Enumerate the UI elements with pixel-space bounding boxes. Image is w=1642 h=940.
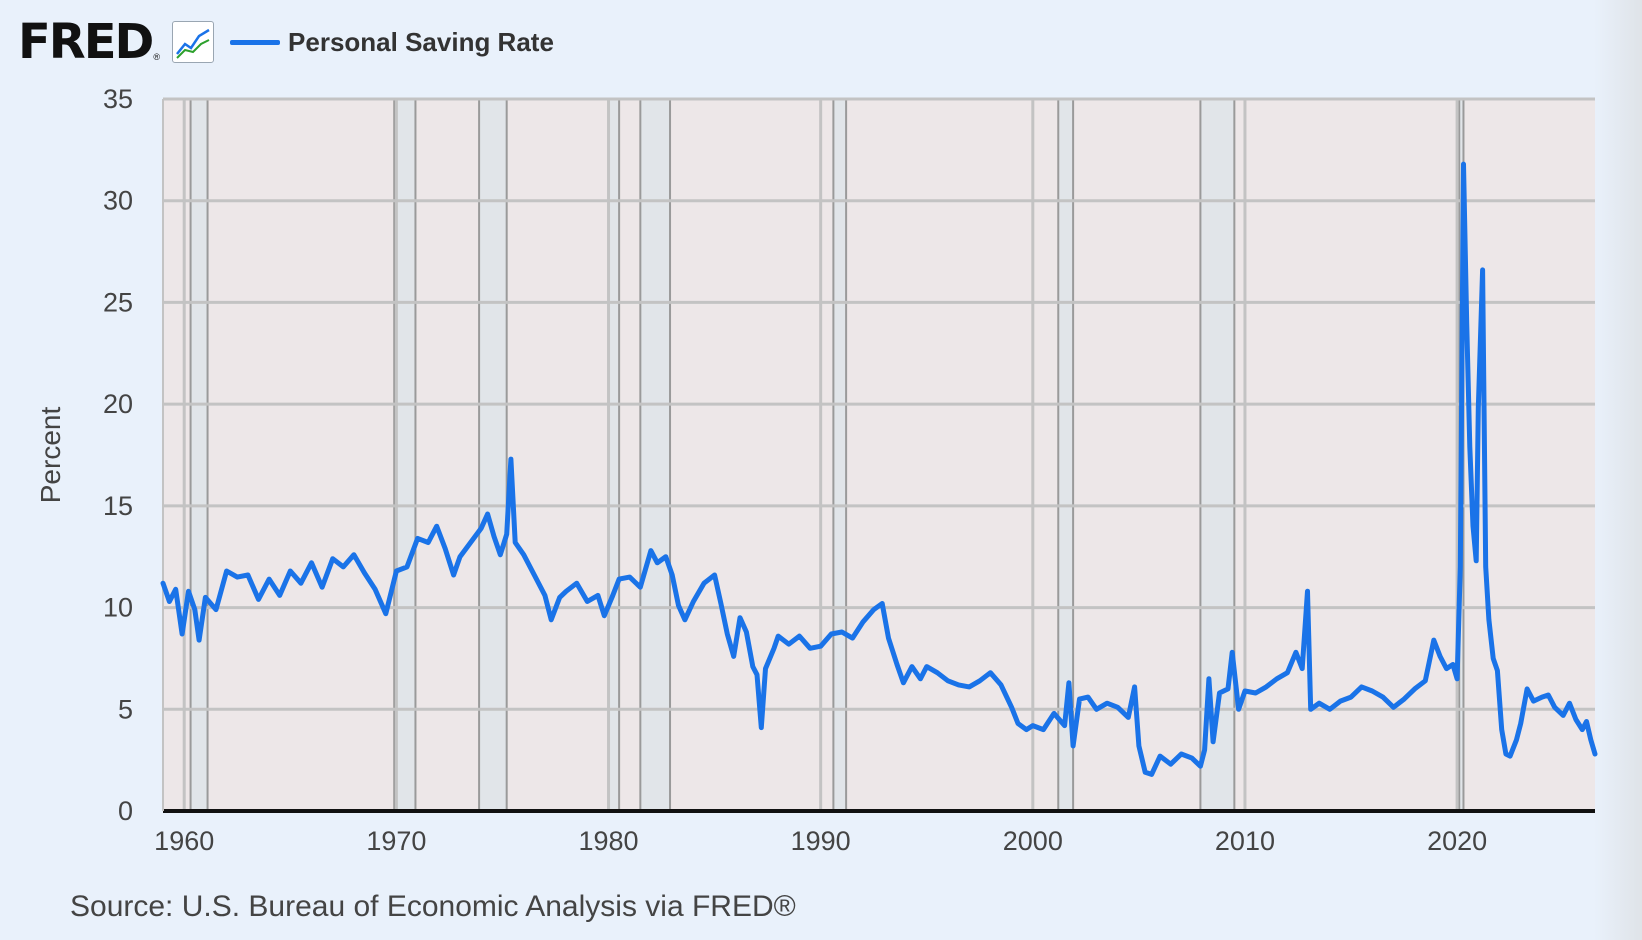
recession-band xyxy=(832,98,848,812)
x-tick-label: 2020 xyxy=(1427,826,1487,856)
series-line-personal-saving-rate xyxy=(160,161,1598,777)
y-tick-label: 25 xyxy=(103,287,133,317)
fred-logo[interactable]: FRED xyxy=(18,14,154,70)
y-tick-label: 5 xyxy=(118,694,133,724)
plot-area xyxy=(163,99,1595,811)
recession-band xyxy=(189,98,209,812)
x-tick-label: 2010 xyxy=(1215,826,1275,856)
x-tick-label: 1980 xyxy=(578,826,638,856)
registered-mark: ® xyxy=(153,52,161,62)
y-tick-label: 30 xyxy=(103,186,133,216)
x-tick-label: 1970 xyxy=(366,826,426,856)
legend-swatch xyxy=(230,39,281,45)
x-tick-label: 1990 xyxy=(791,826,851,856)
y-tick-label: 15 xyxy=(103,491,133,521)
y-tick-label: 20 xyxy=(103,389,133,419)
chart-legend: Personal Saving Rate xyxy=(230,27,554,58)
recession-band xyxy=(478,98,508,812)
line-graph-icon xyxy=(172,21,215,63)
x-tick-label: 2000 xyxy=(1003,826,1063,856)
y-tick-label: 0 xyxy=(118,796,133,826)
chart-header: FRED ® Personal Saving Rate xyxy=(18,14,554,70)
recession-band xyxy=(607,98,621,812)
scroll-edge xyxy=(1594,0,1642,940)
x-tick-label: 1960 xyxy=(154,826,214,856)
y-tick-label: 10 xyxy=(103,593,133,623)
legend-label: Personal Saving Rate xyxy=(288,26,554,57)
y-tick-label: 35 xyxy=(103,84,133,114)
source-note: Source: U.S. Bureau of Economic Analysis… xyxy=(70,890,796,923)
recession-band xyxy=(639,98,672,812)
